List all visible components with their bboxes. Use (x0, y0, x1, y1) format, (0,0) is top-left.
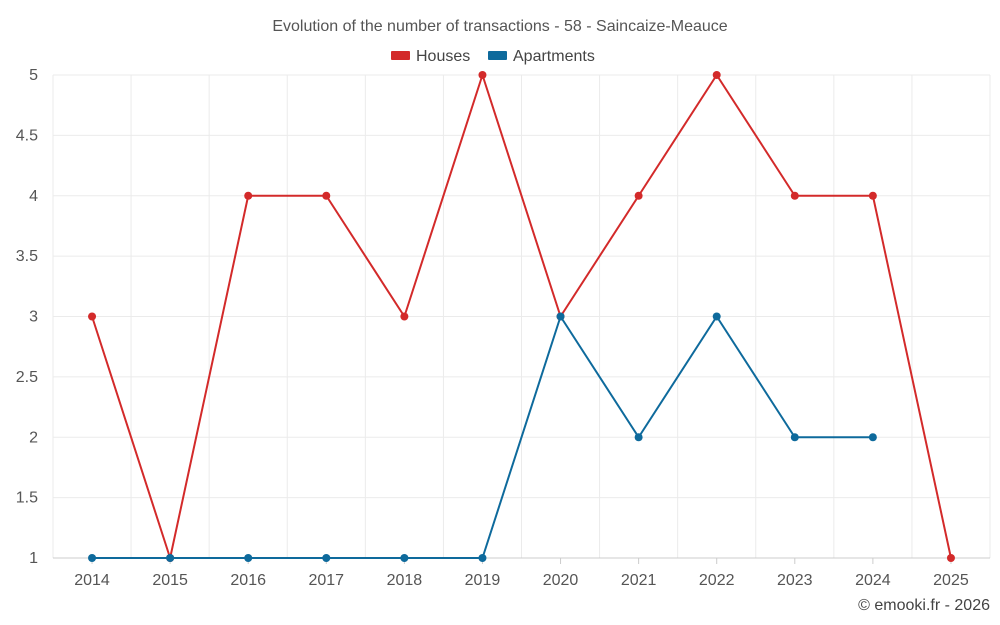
x-tick-label: 2019 (465, 572, 501, 589)
y-tick-label: 1 (29, 550, 38, 567)
houses-data-point[interactable] (634, 191, 643, 200)
houses-data-point[interactable] (478, 71, 487, 79)
apartments-data-point[interactable] (166, 554, 175, 562)
x-tick-label: 2016 (230, 572, 266, 589)
houses-data-point[interactable] (868, 191, 877, 200)
y-tick-label: 3.5 (16, 248, 38, 265)
x-tick-label: 2014 (74, 572, 110, 589)
legend-item-houses[interactable]: Houses (391, 48, 470, 65)
x-tick-label: 2020 (543, 572, 579, 589)
plot-area (88, 71, 955, 562)
apartments-data-point[interactable] (478, 554, 487, 562)
houses-data-point[interactable] (244, 191, 253, 200)
x-tick-label: 2023 (777, 572, 813, 589)
x-tick-label: 2015 (152, 572, 188, 589)
legend[interactable]: Houses Apartments (391, 48, 595, 65)
houses-data-point[interactable] (712, 71, 721, 79)
apartments-data-point[interactable] (88, 554, 97, 562)
houses-data-point[interactable] (400, 312, 409, 321)
apartments-data-point[interactable] (868, 433, 877, 442)
y-tick-label: 2 (29, 429, 38, 446)
x-tick-label: 2022 (699, 572, 735, 589)
x-tick-label: 2018 (387, 572, 423, 589)
apartments-data-point[interactable] (790, 433, 799, 442)
x-tick-label: 2021 (621, 572, 657, 589)
legend-label: Apartments (513, 48, 595, 65)
houses-data-point[interactable] (88, 312, 97, 321)
apartments-data-point[interactable] (244, 554, 253, 562)
legend-label: Houses (416, 48, 470, 65)
y-tick-label: 4.5 (16, 127, 38, 144)
houses-data-point[interactable] (946, 554, 955, 562)
houses-data-point[interactable] (322, 191, 331, 200)
apartments-data-point[interactable] (322, 554, 331, 562)
y-tick-label: 3 (29, 309, 38, 326)
houses-data-point[interactable] (790, 191, 799, 200)
y-tick-label: 2.5 (16, 369, 38, 386)
apartments-data-point[interactable] (556, 312, 565, 321)
credit-text: © emooki.fr - 2026 (858, 597, 990, 614)
chart-title: Evolution of the number of transactions … (272, 18, 727, 35)
y-tick-label: 5 (29, 67, 38, 84)
legend-swatch (488, 51, 507, 60)
apartments-data-point[interactable] (634, 433, 643, 442)
grid (52, 74, 991, 559)
x-tick-label: 2017 (308, 572, 344, 589)
legend-item-apartments[interactable]: Apartments (488, 48, 595, 65)
y-axis: 1 1.5 2 2.5 3 3.5 4 4.5 5 (16, 67, 38, 567)
y-tick-label: 1.5 (16, 490, 38, 507)
x-tick-label: 2025 (933, 572, 969, 589)
y-tick-label: 4 (29, 188, 38, 205)
apartments-data-point[interactable] (712, 312, 721, 321)
x-axis: 2014 2015 2016 2017 2018 2019 2020 2021 2022 2023… (53, 557, 990, 589)
legend-swatch (391, 51, 410, 60)
apartments-data-point[interactable] (400, 554, 409, 562)
x-tick-label: 2024 (855, 572, 891, 589)
houses-series-line (91, 74, 952, 559)
